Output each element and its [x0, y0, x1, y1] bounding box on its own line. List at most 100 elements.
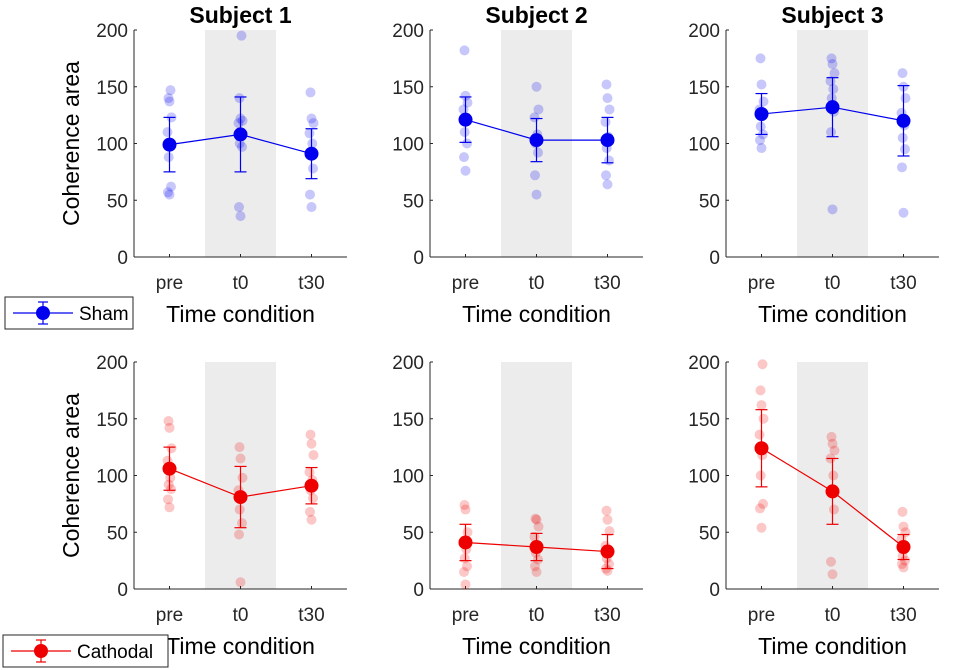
data-point [462, 561, 472, 572]
data-point [166, 443, 177, 454]
data-point [758, 498, 768, 509]
data-point [756, 79, 767, 90]
data-point [237, 518, 247, 529]
mean-marker [754, 441, 769, 456]
data-point [163, 494, 173, 505]
mean-marker [529, 133, 544, 148]
subplot-grid: 0 50 100 150 200 pre t0 t30 Time condition Cohere… [58, 2, 939, 659]
data-point [897, 162, 907, 173]
legend-cathodal: Cathodal [2, 634, 169, 668]
data-point [305, 506, 315, 517]
mean-marker [162, 137, 177, 152]
mean-marker [458, 535, 473, 550]
data-point [604, 155, 614, 166]
subplot-cathodal-3: 0 50 100 150 200 pre t0 t30 Time condition [688, 353, 939, 659]
legend-label: Sham [79, 304, 129, 325]
data-point [165, 85, 176, 96]
data-point [237, 472, 248, 483]
data-point [898, 207, 909, 218]
mean-marker [600, 133, 615, 148]
data-point [826, 53, 837, 64]
x-axis-label: Time condition [166, 301, 315, 327]
mean-marker [233, 127, 248, 142]
data-point [459, 45, 470, 56]
x-tick-label: pre [748, 605, 775, 626]
x-tick-label: pre [156, 605, 183, 626]
data-point [308, 118, 319, 129]
y-tick-label: 150 [688, 410, 720, 431]
y-tick-label: 200 [96, 21, 128, 42]
data-point [459, 500, 470, 511]
data-point [305, 87, 316, 98]
data-point [530, 170, 540, 181]
y-axis-label: Coherence area [58, 61, 84, 226]
data-point [305, 429, 316, 440]
x-axis-label: Time condition [462, 633, 611, 659]
data-point [897, 506, 908, 517]
mean-marker [896, 540, 911, 555]
subplot-title: Subject 2 [485, 2, 587, 28]
x-tick-label: t30 [298, 273, 324, 294]
data-point [827, 204, 838, 215]
data-point [530, 561, 540, 572]
data-point [460, 90, 471, 101]
data-point [163, 479, 174, 490]
data-point [459, 127, 470, 138]
data-point [306, 514, 317, 525]
mean-marker [233, 490, 248, 505]
legend-sham: Sham [4, 296, 134, 330]
y-tick-label: 150 [688, 78, 720, 99]
data-point [462, 138, 472, 149]
data-point [826, 431, 837, 442]
mean-marker [162, 461, 177, 476]
data-point [898, 521, 909, 532]
mean-marker [304, 146, 319, 161]
data-point [898, 562, 909, 573]
data-point [755, 470, 766, 481]
data-point [531, 514, 542, 525]
y-tick-label: 0 [117, 248, 128, 269]
data-point [307, 138, 318, 149]
x-tick-label: t0 [233, 605, 249, 626]
y-tick-label: 100 [688, 467, 720, 488]
data-point [308, 163, 318, 174]
data-point [758, 96, 769, 107]
data-point [234, 93, 245, 104]
data-point [164, 96, 175, 107]
y-tick-label: 100 [96, 135, 128, 156]
data-point [306, 113, 317, 124]
y-tick-label: 0 [117, 580, 128, 601]
data-point [531, 566, 542, 577]
mean-marker [896, 113, 911, 128]
data-point [235, 453, 246, 464]
subplot-cathodal-1: 0 50 100 150 200 pre t0 t30 Time condition Cohere… [58, 353, 347, 659]
data-point [604, 559, 614, 570]
data-point [897, 68, 908, 79]
data-point [829, 445, 840, 456]
data-point [163, 416, 174, 427]
data-point [162, 127, 173, 138]
data-point [308, 450, 319, 461]
data-point [826, 556, 836, 567]
data-point [829, 504, 839, 515]
data-point [900, 93, 911, 104]
y-tick-label: 50 [107, 191, 128, 212]
y-tick-label: 100 [392, 467, 424, 488]
y-tick-label: 100 [688, 135, 720, 156]
y-tick-label: 0 [709, 580, 720, 601]
data-point [236, 30, 247, 41]
data-point [827, 569, 838, 580]
data-point [235, 577, 246, 588]
data-point [897, 132, 908, 143]
subplot-title: Subject 3 [781, 2, 883, 28]
subplot-title: Subject 1 [189, 2, 291, 28]
data-point [756, 522, 767, 533]
x-tick-label: t30 [594, 273, 620, 294]
data-point [308, 493, 318, 504]
data-point [600, 116, 611, 127]
data-point [166, 484, 176, 495]
data-point [530, 513, 541, 524]
data-point [304, 128, 315, 139]
x-tick-label: pre [156, 273, 183, 294]
